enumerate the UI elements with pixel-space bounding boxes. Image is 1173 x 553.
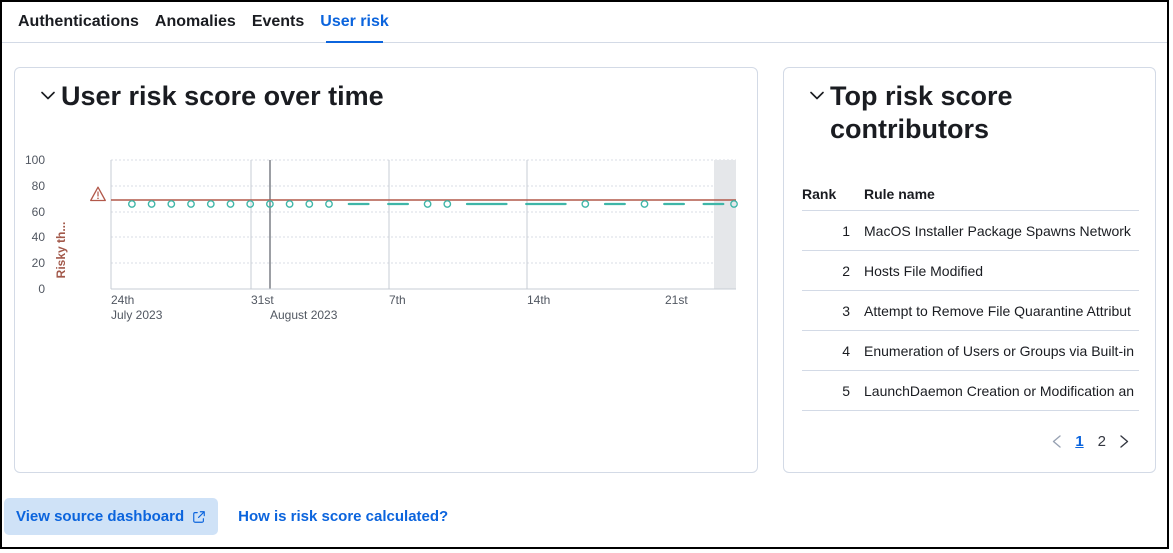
svg-text:20: 20: [32, 256, 46, 270]
svg-text:Risky th...: Risky th...: [54, 222, 68, 279]
svg-text:40: 40: [32, 230, 46, 244]
svg-text:24th: 24th: [111, 293, 134, 307]
svg-text:14th: 14th: [527, 293, 550, 307]
svg-text:80: 80: [32, 179, 46, 193]
svg-text:31st: 31st: [251, 293, 274, 307]
svg-text:August 2023: August 2023: [270, 308, 338, 322]
svg-text:July 2023: July 2023: [111, 308, 163, 322]
svg-text:0: 0: [38, 282, 45, 296]
svg-text:100: 100: [25, 153, 45, 167]
svg-text:7th: 7th: [389, 293, 406, 307]
svg-text:21st: 21st: [665, 293, 688, 307]
svg-text:60: 60: [32, 205, 46, 219]
